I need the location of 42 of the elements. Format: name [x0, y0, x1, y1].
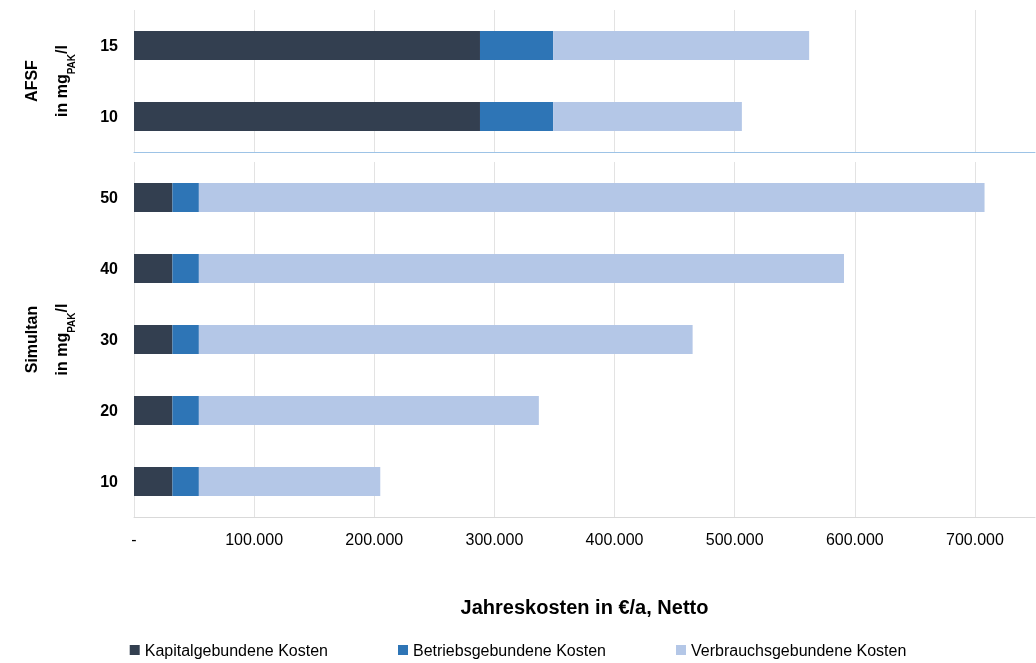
bar [172, 254, 199, 283]
legend-label: Verbrauchsgebundene Kosten [691, 641, 907, 659]
y-tick-label: 10 [100, 473, 119, 490]
bar [479, 31, 554, 60]
bar [172, 467, 199, 496]
bar [134, 325, 173, 354]
bar [553, 102, 742, 131]
bar [198, 467, 381, 496]
bar [553, 31, 810, 60]
bar [134, 102, 480, 131]
bar [134, 254, 173, 283]
y-axis-title: AFSF in mgPAK/l [22, 45, 77, 117]
bar [479, 102, 554, 131]
bar [172, 183, 199, 212]
bar [198, 183, 985, 212]
x-tick-label: 100.000 [225, 530, 284, 548]
bar [198, 396, 539, 425]
x-axis-title: Jahreskosten in €/a, Netto [460, 596, 709, 618]
y-tick-label: 50 [100, 189, 119, 206]
legend-label: Kapitalgebundene Kosten [144, 641, 328, 659]
y-axis-title: Simultan in mgPAK/l [22, 303, 77, 376]
x-tick-label: 400.000 [585, 530, 644, 548]
bar [134, 183, 173, 212]
bar [198, 254, 844, 283]
y-tick-label: 30 [100, 331, 119, 348]
x-tick-label: 500.000 [705, 530, 764, 548]
legend-label: Betriebsgebundene Kosten [412, 641, 607, 659]
x-tick-label: 300.000 [465, 530, 524, 548]
y-tick-label: 40 [100, 260, 119, 277]
y-tick-label: 10 [100, 108, 119, 125]
bar [172, 325, 199, 354]
x-tick-label: 200.000 [345, 530, 404, 548]
bar [134, 31, 480, 60]
y-tick-label: 20 [100, 402, 119, 419]
y-tick-label: 15 [100, 37, 119, 54]
bar [198, 325, 693, 354]
x-tick-label: - [131, 530, 137, 548]
bar [134, 396, 173, 425]
bar [134, 467, 173, 496]
x-tick-label: 600.000 [825, 530, 884, 548]
x-tick-label: 700.000 [946, 530, 1004, 548]
bar [172, 396, 199, 425]
